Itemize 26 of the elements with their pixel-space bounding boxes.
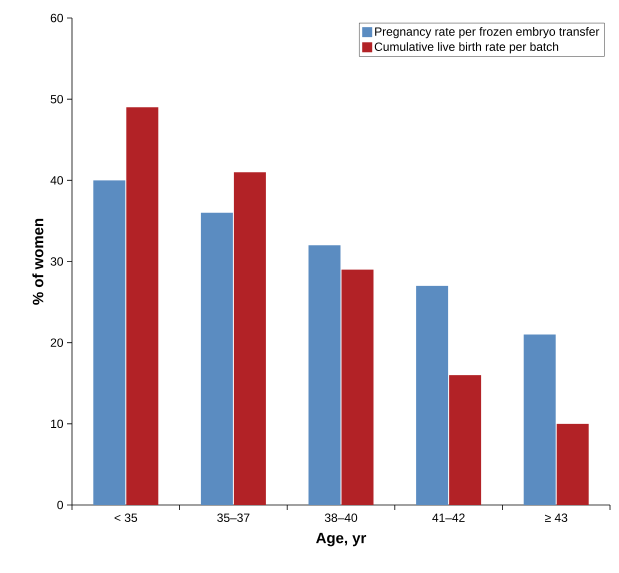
y-tick-label: 30	[50, 257, 64, 266]
bar	[93, 180, 126, 505]
legend-label: Cumulative live birth rate per batch	[374, 42, 558, 54]
bar	[126, 107, 158, 505]
x-tick-label: < 35	[114, 514, 138, 522]
bar	[200, 212, 233, 505]
y-tick-label: 10	[51, 420, 64, 428]
bar	[342, 270, 374, 505]
bar	[234, 172, 266, 505]
y-tick-label: 40	[50, 176, 64, 185]
y-tick-label: 0	[57, 500, 64, 510]
x-axis-title: Age, yr	[316, 532, 366, 546]
y-axis-title: % of women	[32, 218, 44, 305]
legend-label: Pregnancy rate per frozen embryo transfer	[375, 27, 600, 38]
y-tick-label: 60	[50, 14, 64, 22]
y-tick-label: 50	[50, 94, 64, 104]
bar	[308, 245, 341, 505]
bar	[416, 286, 448, 505]
x-tick-label: ≥ 43	[544, 514, 568, 522]
x-tick-label: 41–42	[432, 514, 465, 522]
y-tick-label: 20	[50, 338, 64, 347]
x-tick-label: 38–40	[324, 514, 358, 522]
bar	[556, 424, 589, 505]
bar	[449, 375, 482, 505]
x-tick-label: 35–37	[217, 514, 250, 522]
bar	[524, 334, 556, 505]
